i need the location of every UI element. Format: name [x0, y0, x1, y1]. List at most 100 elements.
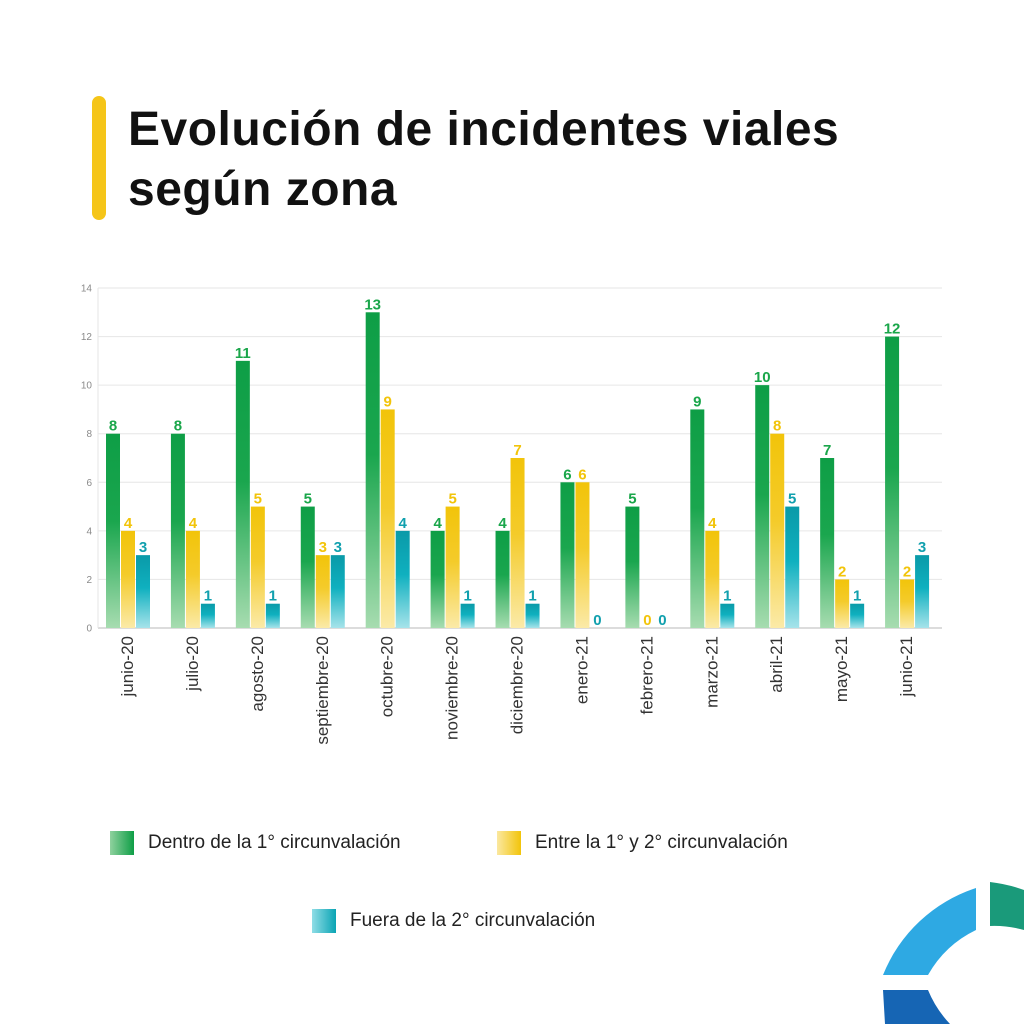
data-label-fuera: 0: [593, 612, 601, 629]
bar-entre: [705, 530, 720, 628]
bar-fuera: [395, 530, 410, 628]
title-line-1: Evolución de incidentes viales: [128, 103, 840, 156]
legend-item-entre: Entre la 1° y 2° circunvalación: [497, 831, 788, 855]
bar-entre: [835, 579, 850, 628]
legend-label-entre: Entre la 1° y 2° circunvalación: [535, 832, 788, 853]
legend-swatch-teal: [312, 909, 336, 933]
bar-dentro: [820, 458, 835, 628]
bar-dentro: [170, 433, 185, 628]
data-label-fuera: 4: [399, 515, 408, 532]
data-label-entre: 4: [124, 515, 133, 532]
bar-fuera: [720, 603, 735, 628]
title-line-2: según zona: [128, 163, 398, 216]
y-tick-label: 4: [86, 526, 92, 537]
data-label-entre: 2: [903, 563, 911, 580]
data-label-entre: 4: [189, 515, 198, 532]
data-label-dentro: 7: [823, 442, 831, 459]
bar-entre: [250, 506, 265, 628]
legend-item-dentro: Dentro de la 1° circunvalación: [110, 831, 401, 855]
data-label-entre: 9: [384, 393, 392, 410]
data-label-entre: 3: [319, 539, 327, 556]
bar-dentro: [430, 530, 445, 628]
bar-dentro: [365, 312, 380, 628]
data-label-dentro: 5: [304, 491, 312, 508]
bar-dentro: [560, 482, 575, 628]
bar-fuera: [265, 603, 280, 628]
bar-entre: [121, 530, 135, 628]
bar-fuera: [525, 603, 540, 628]
bar-fuera: [330, 555, 345, 628]
bar-fuera: [850, 603, 865, 628]
data-label-entre: 6: [578, 466, 586, 483]
data-label-entre: 5: [448, 491, 456, 508]
legend-swatch-green: [110, 831, 134, 855]
y-tick-label: 8: [86, 429, 92, 440]
bar-dentro: [495, 530, 510, 628]
bar-dentro: [690, 409, 705, 628]
y-tick-label: 12: [81, 332, 93, 343]
data-label-fuera: 1: [269, 588, 277, 605]
page-title: Evolución de incidentes viales según zon…: [128, 100, 948, 220]
bar-fuera: [915, 555, 930, 628]
x-tick-label: mayo-21: [832, 636, 851, 702]
data-label-dentro: 5: [628, 491, 636, 508]
y-tick-label: 10: [81, 381, 93, 392]
legend-label-dentro: Dentro de la 1° circunvalación: [148, 832, 401, 853]
bar-dentro: [755, 385, 770, 628]
bar-dentro: [106, 433, 120, 628]
data-label-dentro: 6: [563, 466, 571, 483]
x-tick-label: abril-21: [767, 636, 786, 693]
y-tick-label: 2: [86, 575, 92, 586]
title-accent-bar: [92, 96, 106, 220]
bar-dentro: [885, 336, 900, 628]
data-label-entre: 5: [254, 491, 262, 508]
y-tick-label: 0: [86, 624, 92, 635]
data-label-entre: 2: [838, 563, 846, 580]
bar-entre: [575, 482, 590, 628]
bar-entre: [380, 409, 395, 628]
x-tick-label: marzo-21: [702, 636, 721, 708]
data-label-dentro: 4: [433, 515, 442, 532]
data-label-dentro: 8: [174, 418, 182, 435]
bar-dentro: [235, 360, 250, 628]
bar-fuera: [200, 603, 215, 628]
x-tick-label: noviembre-20: [443, 636, 462, 740]
data-label-fuera: 5: [788, 491, 796, 508]
logo-arc-green: [990, 882, 1024, 930]
data-label-dentro: 9: [693, 393, 701, 410]
bar-entre: [445, 506, 460, 628]
bar-fuera: [785, 506, 800, 628]
bar-fuera: [460, 603, 475, 628]
x-tick-label: octubre-20: [378, 636, 397, 717]
data-label-fuera: 1: [723, 588, 731, 605]
data-label-dentro: 4: [498, 515, 507, 532]
bar-entre: [510, 458, 525, 628]
legend-item-fuera: Fuera de la 2° circunvalación: [312, 909, 595, 933]
data-label-entre: 0: [643, 612, 651, 629]
legend-swatch-yellow: [497, 831, 521, 855]
bar-entre: [770, 433, 785, 628]
x-tick-label: junio-20: [118, 636, 137, 698]
x-tick-label: febrero-21: [637, 636, 656, 714]
data-label-dentro: 11: [235, 345, 251, 362]
data-label-fuera: 1: [204, 588, 212, 605]
bars: [106, 312, 930, 628]
x-tick-label: julio-20: [183, 636, 202, 692]
data-label-dentro: 13: [364, 296, 381, 313]
bar-fuera: [136, 555, 150, 628]
data-label-entre: 4: [708, 515, 717, 532]
data-label-fuera: 0: [658, 612, 666, 629]
logo-arc-blue: [883, 888, 976, 975]
data-label-fuera: 3: [334, 539, 342, 556]
x-tick-label: junio-21: [897, 636, 916, 698]
data-label-entre: 8: [773, 418, 781, 435]
x-tick-label: enero-21: [572, 636, 591, 704]
x-axis-labels: junio-20 julio-20 agosto-20 septiembre-20 oc…: [118, 636, 916, 745]
data-label-fuera: 3: [918, 539, 926, 556]
bar-dentro: [300, 506, 315, 628]
x-tick-label: diciembre-20: [508, 636, 527, 734]
bar-entre: [900, 579, 915, 628]
